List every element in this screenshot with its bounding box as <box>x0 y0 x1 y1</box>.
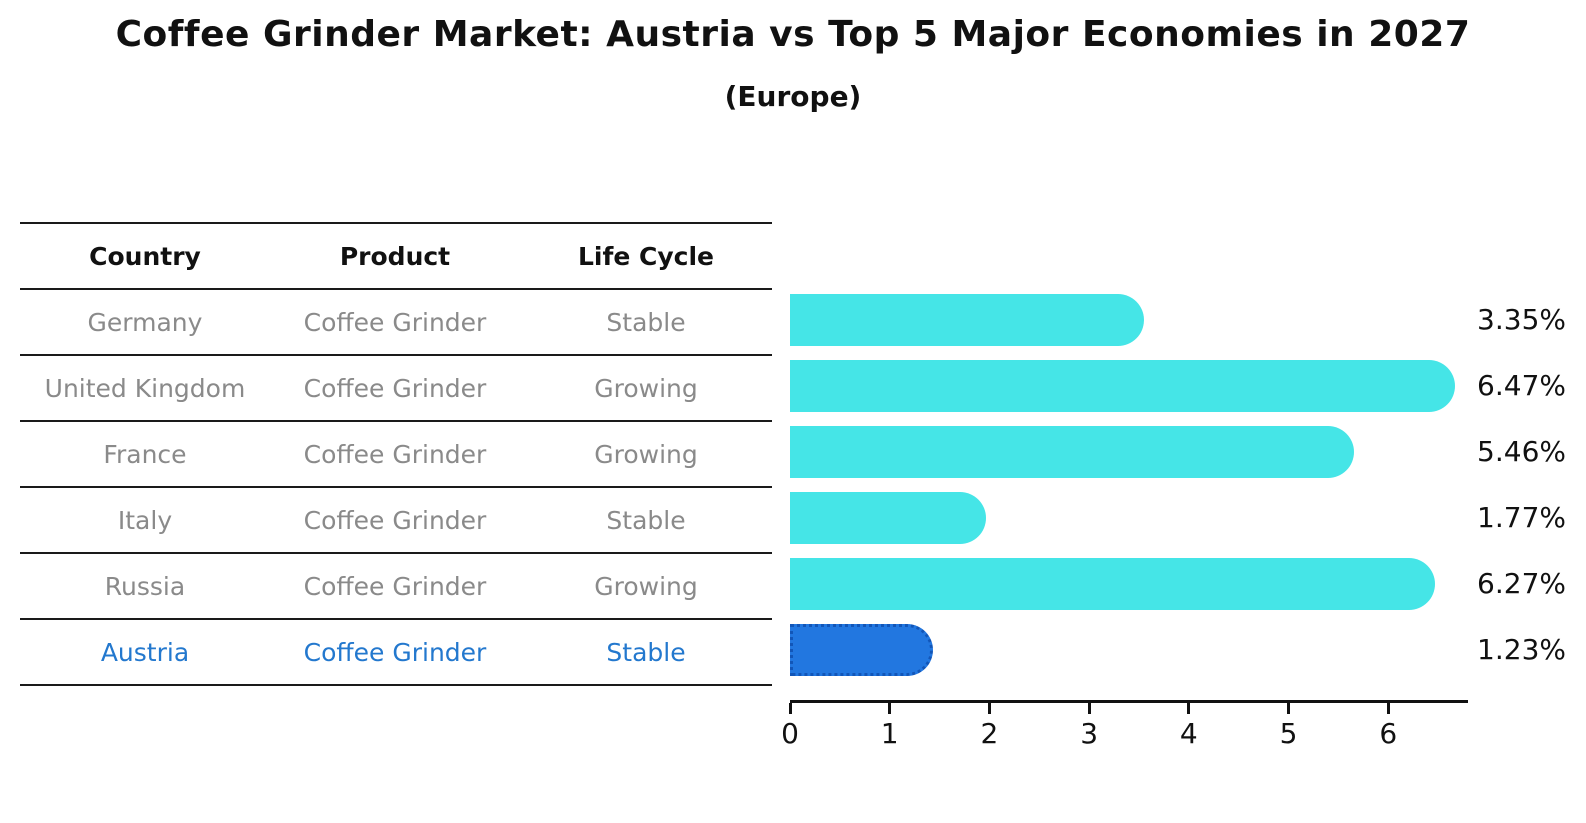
x-axis-tick-label: 3 <box>1080 717 1099 750</box>
column-header-product: Product <box>339 241 451 271</box>
x-axis-tick-label: 1 <box>880 717 899 750</box>
cell-product: Coffee Grinder <box>303 637 487 667</box>
cell-country: France <box>103 439 187 469</box>
x-axis-tick-label: 2 <box>980 717 999 750</box>
x-axis-tick <box>1287 703 1291 714</box>
cell-product: Coffee Grinder <box>303 505 487 535</box>
bar-germany <box>790 294 1144 346</box>
cell-life-cycle: Stable <box>606 505 686 535</box>
value-label-germany: 3.35% <box>1477 303 1566 336</box>
value-label-france: 5.46% <box>1477 435 1566 468</box>
table-body: Germany Coffee Grinder Stable United Kin… <box>20 290 772 686</box>
table-row: Germany Coffee Grinder Stable <box>20 290 772 356</box>
cell-country: Italy <box>117 505 173 535</box>
column-header-country: Country <box>89 241 201 271</box>
chart-title: Coffee Grinder Market: Austria vs Top 5 … <box>115 14 1471 55</box>
x-axis-tick <box>788 703 792 714</box>
cell-country: Russia <box>104 571 186 601</box>
cell-product: Coffee Grinder <box>303 439 487 469</box>
x-axis-tick <box>1187 703 1191 714</box>
bar-france <box>790 426 1355 478</box>
bar-united-kingdom <box>790 360 1456 412</box>
x-axis-tick-label: 0 <box>781 717 799 750</box>
cell-life-cycle: Growing <box>594 571 698 601</box>
country-table: Country Product Life Cycle Germany Coffe… <box>20 222 772 686</box>
bar-russia <box>790 558 1436 610</box>
table-row: France Coffee Grinder Growing <box>20 422 772 488</box>
cell-country: United Kingdom <box>44 373 246 403</box>
value-label-russia: 6.27% <box>1477 567 1566 600</box>
cell-life-cycle: Growing <box>594 373 698 403</box>
cell-product: Coffee Grinder <box>303 373 487 403</box>
cell-country: Austria <box>100 637 190 667</box>
cell-life-cycle: Stable <box>606 637 686 667</box>
bar-austria <box>790 624 933 676</box>
cell-country: Germany <box>87 307 203 337</box>
table-row: Austria Coffee Grinder Stable <box>20 620 772 686</box>
x-axis-tick <box>888 703 892 714</box>
table-header-row: Country Product Life Cycle <box>20 222 772 290</box>
table-row: Italy Coffee Grinder Stable <box>20 488 772 554</box>
chart-subtitle: (Europe) <box>724 80 862 113</box>
x-axis-tick-label: 5 <box>1279 717 1298 750</box>
x-axis-tick <box>1087 703 1091 714</box>
cell-life-cycle: Growing <box>594 439 698 469</box>
bar-italy <box>790 492 987 544</box>
value-label-italy: 1.77% <box>1477 501 1566 534</box>
x-axis-tick <box>987 703 991 714</box>
table-row: United Kingdom Coffee Grinder Growing <box>20 356 772 422</box>
table-row: Russia Coffee Grinder Growing <box>20 554 772 620</box>
value-label-united-kingdom: 6.47% <box>1477 369 1566 402</box>
x-axis-tick-label: 6 <box>1379 717 1398 750</box>
x-axis-tick-label: 4 <box>1179 717 1198 750</box>
bar-plot: 0 1 2 3 4 5 6 <box>781 287 1468 750</box>
column-header-life-cycle: Life Cycle <box>577 241 715 271</box>
cell-life-cycle: Stable <box>606 307 686 337</box>
cell-product: Coffee Grinder <box>303 571 487 601</box>
cell-product: Coffee Grinder <box>303 307 487 337</box>
x-axis-tick <box>1386 703 1390 714</box>
value-label-austria: 1.23% <box>1477 633 1566 666</box>
